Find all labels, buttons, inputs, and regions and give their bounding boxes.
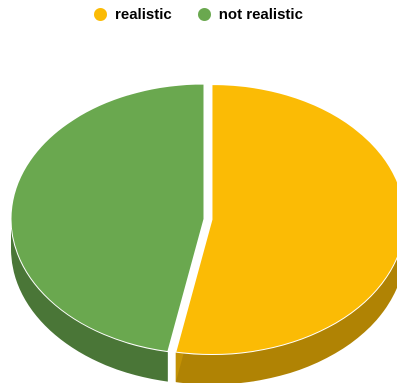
pie-slice-realistic[interactable] (175, 84, 397, 356)
legend-swatch-realistic (94, 8, 108, 21)
pie-top-layer (10, 83, 397, 356)
legend-label-not-realistic: not realistic (218, 6, 303, 23)
legend: realistic not realistic (0, 6, 397, 23)
legend-item-not-realistic[interactable]: not realistic (197, 6, 303, 23)
pie-slice-side-not-realistic (11, 219, 168, 382)
legend-swatch-not-realistic (197, 8, 211, 21)
pie-slice-side-realistic (175, 257, 397, 383)
pie-slice-not-realistic[interactable] (10, 83, 205, 353)
legend-item-realistic[interactable]: realistic (94, 6, 172, 23)
legend-label-realistic: realistic (115, 6, 172, 23)
